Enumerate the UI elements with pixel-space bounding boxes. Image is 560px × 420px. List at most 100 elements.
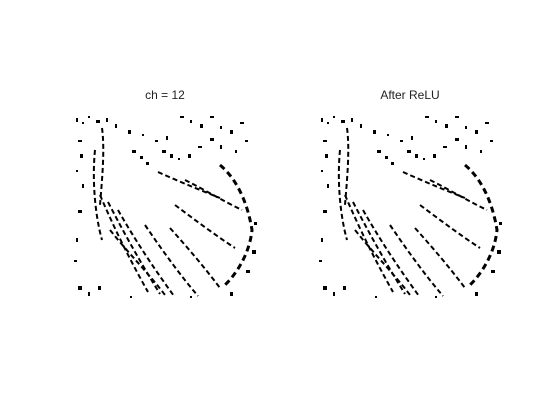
speckle-dot [360,124,362,128]
vein-stroke [92,149,103,241]
speckle-dot [178,158,180,160]
speckle-dot [210,116,214,118]
speckle-dot [140,156,143,159]
speckle-dot [88,292,90,296]
speckle-dot [435,120,437,123]
speckle-dot [323,210,327,213]
speckle-dot [230,130,233,134]
speckle-dot [252,250,256,254]
vein-stroke [109,229,166,296]
speckle-dot [321,238,323,242]
speckle-dot [155,140,158,142]
speckle-dot [455,116,459,118]
speckle-dot [499,222,502,225]
vein-stroke [389,224,444,297]
speckle-dot [188,154,191,158]
vein-stroke [354,229,411,296]
vein-stroke [414,227,466,289]
speckle-dot [321,118,323,122]
speckle-dot [433,154,436,158]
speckle-dot [325,154,328,158]
vein-stroke [419,204,481,249]
speckle-dot [407,150,411,153]
vein-stroke [402,171,466,199]
speckle-dot [465,126,467,129]
speckle-dot [82,184,84,188]
speckle-dot [423,158,425,160]
left-panel-title: ch = 12 [145,88,185,102]
speckle-dot [341,120,345,123]
speckle-dot [333,292,335,296]
vein-stroke [99,127,105,206]
speckle-dot [385,156,388,159]
speckle-dot [128,130,131,134]
speckle-dot [323,286,327,290]
vein-stroke [344,127,350,206]
speckle-dot [319,260,322,262]
speckle-dot [254,222,257,225]
speckle-dot [373,130,376,134]
speckle-dot [443,146,447,148]
speckle-dot [400,140,403,142]
speckle-dot [485,122,489,124]
speckle-dot [200,124,203,128]
vein-stroke [157,171,221,199]
vein-stroke [144,224,199,297]
speckle-dot [323,140,327,142]
speckle-dot [190,296,192,298]
speckle-dot [435,296,437,298]
speckle-dot [198,146,202,148]
speckle-dot [327,184,329,188]
speckle-dot [377,150,381,153]
speckle-dot [130,296,132,298]
speckle-dot [327,122,329,124]
speckle-dot [78,286,82,290]
speckle-dot [80,154,83,158]
speckle-dot [321,170,323,172]
speckle-dot [96,120,100,123]
vein-stroke [337,149,348,241]
speckle-dot [343,286,346,290]
right-panel-title: After ReLU [380,88,440,102]
speckle-dot [146,162,149,165]
speckle-dot [491,270,495,273]
speckle-dot [391,162,394,165]
speckle-dot [230,292,233,296]
speckle-dot [387,134,389,136]
speckle-dot [220,145,222,149]
vein-stroke [169,227,221,289]
vein-stroke [184,179,243,211]
speckle-dot [162,150,166,153]
speckle-dot [465,145,467,149]
speckle-dot [170,154,173,158]
speckle-dot [78,140,82,142]
speckle-dot [240,122,244,124]
vein-stroke [429,179,488,211]
speckle-dot [455,138,459,141]
left-feature-map [74,116,257,298]
vein-stroke [107,201,161,295]
speckle-dot [76,118,78,122]
speckle-dot [475,130,478,134]
speckle-dot [375,296,377,298]
speckle-dot [445,124,448,128]
speckle-dot [415,154,418,158]
speckle-dot [333,116,335,118]
speckle-dot [245,140,248,142]
speckle-dot [82,122,84,124]
speckle-dot [497,250,501,254]
speckle-dot [76,170,78,172]
speckle-dot [74,260,77,262]
vein-stroke [352,201,406,295]
speckle-dot [425,116,429,118]
speckle-dot [480,150,482,153]
speckle-dot [98,286,101,290]
left-panel: ch = 12 [70,88,260,303]
speckle-dot [411,136,413,140]
speckle-dot [166,136,168,140]
speckle-dot [142,134,144,136]
speckle-dot [180,116,184,118]
speckle-dot [106,118,108,122]
speckle-dot [475,292,478,296]
speckle-dot [190,120,192,123]
